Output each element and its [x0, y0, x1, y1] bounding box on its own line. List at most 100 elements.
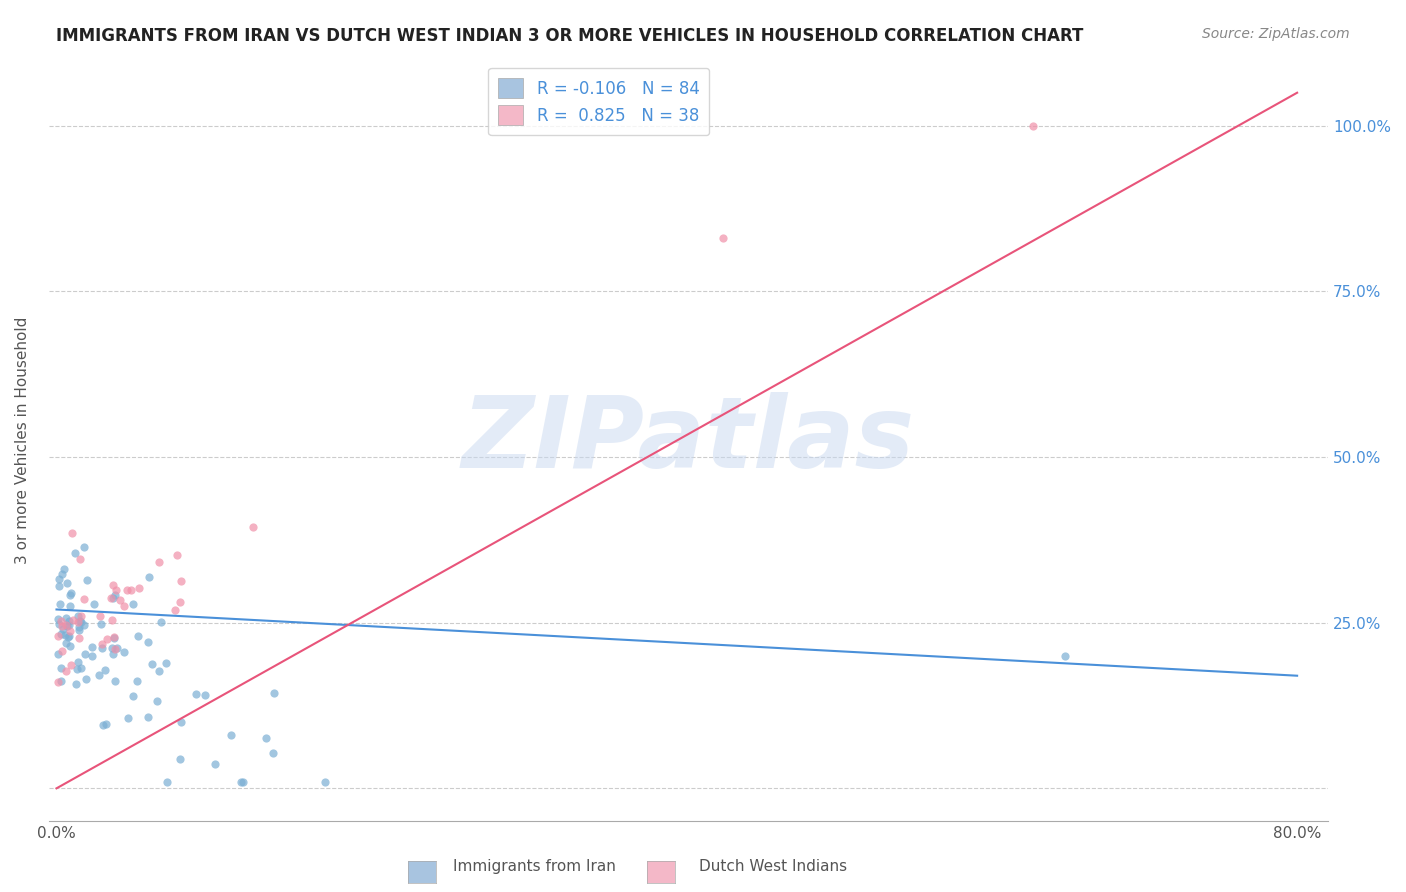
Text: IMMIGRANTS FROM IRAN VS DUTCH WEST INDIAN 3 OR MORE VEHICLES IN HOUSEHOLD CORREL: IMMIGRANTS FROM IRAN VS DUTCH WEST INDIA…: [56, 27, 1084, 45]
Point: [55, 611, 77, 625]
Point: [58, 614, 80, 628]
Point: [62, 613, 84, 627]
Point: [73, 617, 96, 632]
Point: [73, 647, 96, 661]
Point: [219, 728, 242, 742]
Point: [242, 520, 264, 534]
Point: [56, 576, 79, 591]
Point: [55, 618, 77, 632]
Point: [104, 588, 127, 602]
Point: [58, 618, 80, 632]
Point: [169, 752, 191, 766]
Point: [80, 640, 103, 655]
Point: [72, 591, 94, 606]
Point: [63, 546, 86, 560]
Point: [163, 603, 186, 617]
Point: [70, 609, 93, 624]
Point: [70, 661, 93, 675]
Point: [120, 582, 142, 597]
Point: [103, 632, 125, 646]
Point: [105, 640, 128, 655]
Point: [103, 674, 125, 689]
Point: [127, 629, 149, 643]
Point: [186, 687, 208, 701]
Point: [262, 746, 284, 760]
Point: [48, 579, 70, 593]
Point: [1022, 119, 1045, 133]
Point: [60, 586, 83, 600]
Point: [150, 615, 173, 629]
Point: [56, 618, 79, 632]
Point: [128, 581, 150, 595]
Point: [121, 689, 143, 703]
Point: [51, 567, 73, 582]
Point: [58, 629, 80, 643]
Point: [49, 627, 72, 641]
Point: [55, 635, 77, 649]
Point: [73, 540, 96, 554]
Point: [155, 656, 177, 670]
Point: [90, 617, 112, 632]
Point: [69, 614, 91, 628]
Point: [52, 623, 75, 637]
Point: [141, 657, 163, 672]
Point: [104, 642, 127, 657]
Point: [82, 648, 104, 663]
Point: [48, 616, 70, 631]
Point: [59, 639, 82, 653]
Point: [67, 624, 90, 638]
Point: [76, 573, 98, 587]
Point: [53, 562, 76, 576]
Point: [46, 647, 69, 661]
Point: [112, 645, 135, 659]
Point: [103, 577, 125, 591]
Point: [51, 644, 73, 658]
Point: [146, 693, 169, 707]
Point: [91, 641, 114, 656]
Point: [46, 629, 69, 643]
Point: [314, 774, 336, 789]
Point: [89, 608, 111, 623]
Point: [110, 592, 132, 607]
Point: [127, 673, 149, 688]
Point: [56, 630, 79, 644]
Point: [100, 591, 122, 605]
Point: [46, 675, 69, 690]
Point: [263, 686, 285, 700]
Point: [91, 717, 114, 731]
Text: Immigrants from Iran: Immigrants from Iran: [453, 859, 616, 874]
Point: [122, 597, 145, 611]
Point: [148, 665, 170, 679]
Point: [711, 231, 734, 245]
Point: [94, 663, 117, 677]
Point: [204, 756, 226, 771]
Point: [104, 582, 127, 597]
Point: [136, 710, 159, 724]
Point: [83, 597, 105, 611]
Point: [138, 570, 160, 584]
Point: [101, 613, 124, 627]
Point: [51, 661, 73, 675]
Point: [94, 716, 117, 731]
Point: [46, 611, 69, 625]
Point: [103, 630, 125, 644]
Point: [254, 731, 277, 746]
Point: [194, 689, 217, 703]
Point: [49, 597, 72, 611]
Point: [60, 525, 83, 540]
Point: [55, 664, 77, 678]
Point: [229, 774, 252, 789]
Point: [1053, 648, 1076, 663]
Point: [156, 774, 179, 789]
Point: [66, 662, 89, 676]
Point: [60, 658, 83, 673]
Point: [59, 588, 82, 602]
Text: ZIPatlas: ZIPatlas: [463, 392, 915, 489]
Point: [117, 711, 139, 725]
Point: [169, 595, 191, 609]
Point: [53, 628, 76, 642]
Point: [59, 624, 82, 639]
Point: [101, 640, 124, 655]
Point: [66, 615, 89, 629]
Point: [66, 608, 89, 623]
